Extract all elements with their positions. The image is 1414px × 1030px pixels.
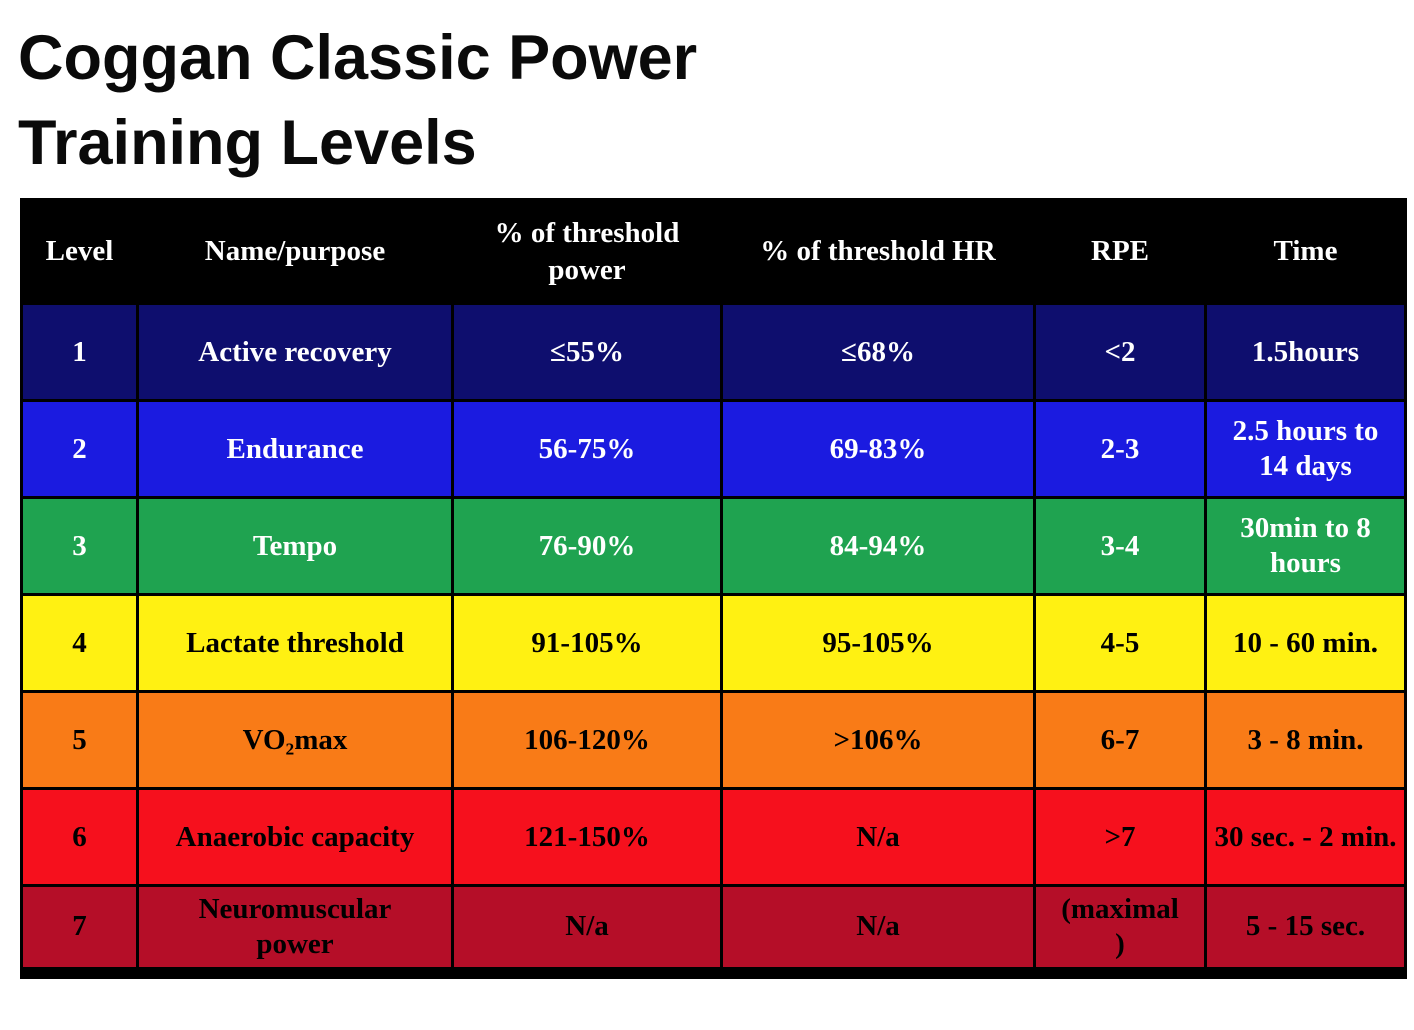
cell-time: 3 - 8 min. [1204, 690, 1407, 790]
cell-rpe: 6-7 [1033, 690, 1207, 790]
cell-hr: N/a [720, 884, 1036, 974]
cell-level: 7 [20, 884, 139, 974]
column-header-level: Level [20, 198, 139, 305]
cell-power: 121-150% [451, 787, 723, 887]
cell-rpe: 3-4 [1033, 496, 1207, 596]
table-row: 4 Lactate threshold 91-105% 95-105% 4-5 10 - … [20, 593, 1407, 693]
cell-hr: ≤68% [720, 302, 1036, 402]
cell-power: 91-105% [451, 593, 723, 693]
cell-time: 10 - 60 min. [1204, 593, 1407, 693]
cell-level: 5 [20, 690, 139, 790]
cell-power: 76-90% [451, 496, 723, 596]
cell-name: Tempo [136, 496, 454, 596]
cell-power: 106-120% [451, 690, 723, 790]
table-row: 7 Neuromuscular power N/a N/a (maximal ) 5 - … [20, 884, 1407, 974]
cell-name: Active recovery [136, 302, 454, 402]
page-title: Coggan Classic Power Training Levels [18, 23, 698, 179]
cell-time: 30min to 8 hours [1204, 496, 1407, 596]
cell-level: 4 [20, 593, 139, 693]
column-header-hr: % of threshold HR [720, 198, 1036, 305]
table-row: 6 Anaerobic capacity 121-150% N/a >7 30 sec. … [20, 787, 1407, 887]
table-row: 3 Tempo 76-90% 84-94% 3-4 30min to 8 hours [20, 496, 1407, 596]
cell-power: ≤55% [451, 302, 723, 402]
table-row: 1 Active recovery ≤55% ≤68% <2 1.5hours [20, 302, 1407, 402]
cell-power: 56-75% [451, 399, 723, 499]
cell-time: 1.5hours [1204, 302, 1407, 402]
cell-time: 2.5 hours to 14 days [1204, 399, 1407, 499]
column-header-time: Time [1204, 198, 1407, 305]
cell-hr: 95-105% [720, 593, 1036, 693]
cell-name: Neuromuscular power [136, 884, 454, 974]
cell-rpe: <2 [1033, 302, 1207, 402]
cell-rpe: >7 [1033, 787, 1207, 887]
cell-hr: N/a [720, 787, 1036, 887]
table-row: 5 VO₂max 106-120% >106% 6-7 3 - 8 min. [20, 690, 1407, 790]
cell-name: Lactate threshold [136, 593, 454, 693]
cell-time: 5 - 15 sec. [1204, 884, 1407, 974]
column-header-rpe: RPE [1033, 198, 1207, 305]
cell-hr: 69-83% [720, 399, 1036, 499]
cell-rpe: 2-3 [1033, 399, 1207, 499]
cell-name: VO₂max [136, 690, 454, 790]
cell-level: 6 [20, 787, 139, 887]
cell-level: 3 [20, 496, 139, 596]
cell-level: 1 [20, 302, 139, 402]
cell-name: Anaerobic capacity [136, 787, 454, 887]
cell-hr: 84-94% [720, 496, 1036, 596]
cell-name: Endurance [136, 399, 454, 499]
cell-power: N/a [451, 884, 723, 974]
column-header-power: % of threshold power [451, 198, 723, 305]
cell-time: 30 sec. - 2 min. [1204, 787, 1407, 887]
training-levels-table: Level Name/purpose% of threshold power% o… [20, 198, 1407, 979]
table-row: 2 Endurance 56-75% 69-83% 2-3 2.5 hours to 14… [20, 399, 1407, 499]
column-header-name: Name/purpose [136, 198, 454, 305]
table-body: 1 Active recovery ≤55% ≤68% <2 1.5hours 2 Endur… [20, 302, 1407, 974]
cell-rpe: 4-5 [1033, 593, 1207, 693]
cell-level: 2 [20, 399, 139, 499]
header-row: Level Name/purpose% of threshold power% o… [20, 198, 1407, 305]
cell-rpe: (maximal ) [1033, 884, 1207, 974]
cell-hr: >106% [720, 690, 1036, 790]
